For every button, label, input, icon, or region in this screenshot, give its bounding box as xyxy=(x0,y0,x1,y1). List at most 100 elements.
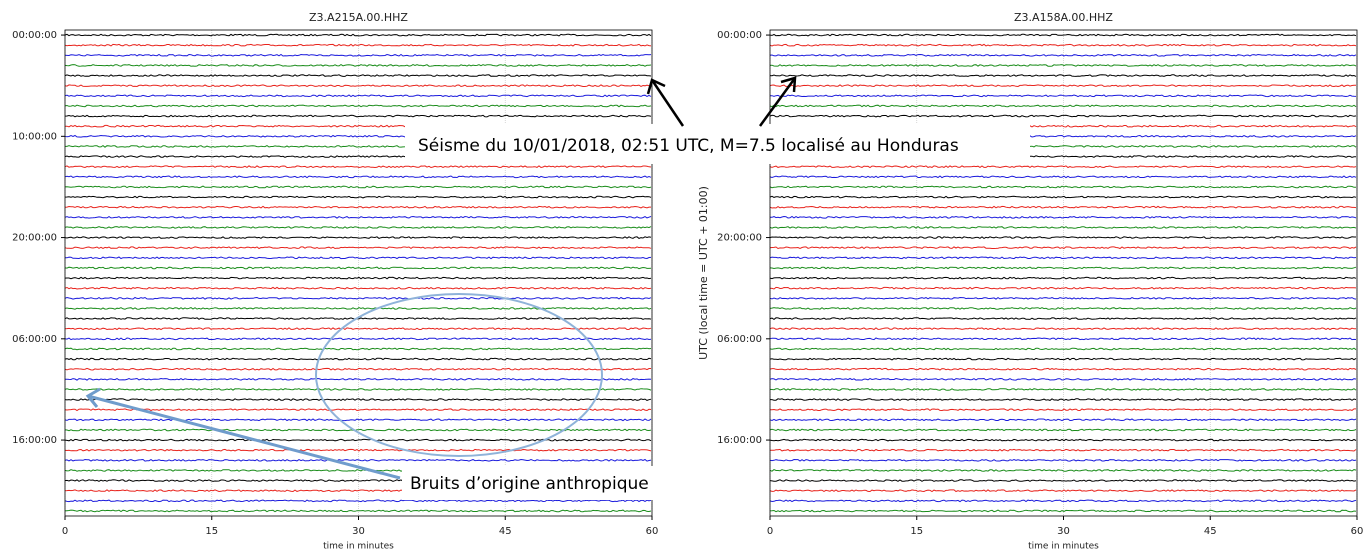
trace xyxy=(64,64,652,67)
plot-frame xyxy=(769,29,1358,517)
trace xyxy=(64,307,652,310)
trace xyxy=(769,479,1357,482)
trace xyxy=(769,377,1357,381)
x-tick-label: 30 xyxy=(1057,526,1070,537)
x-tick-label: 0 xyxy=(62,526,68,537)
trace xyxy=(64,428,652,432)
trace xyxy=(769,347,1357,351)
trace xyxy=(769,448,1357,452)
trace xyxy=(64,266,652,270)
trace xyxy=(769,286,1357,290)
trace xyxy=(64,438,652,442)
y-tick-label: 06:00:00 xyxy=(717,334,762,345)
trace xyxy=(64,347,652,351)
trace xyxy=(65,256,652,260)
trace xyxy=(64,458,652,462)
trace xyxy=(769,296,1357,300)
annotation-box xyxy=(402,466,715,500)
annotation: Bruits d’origine anthropique xyxy=(410,474,649,494)
trace xyxy=(64,53,652,57)
trace xyxy=(64,357,652,361)
trace xyxy=(64,114,652,118)
y-axis-label: UTC (local time = UTC + 01:00) xyxy=(697,186,710,360)
x-tick-label: 15 xyxy=(205,526,218,537)
x-tick-label: 60 xyxy=(646,526,659,537)
y-tick-label: 00:00:00 xyxy=(717,30,762,41)
arrow-head xyxy=(646,78,666,95)
trace xyxy=(64,408,652,412)
trace xyxy=(769,418,1357,422)
trace xyxy=(64,215,652,219)
arrow-head xyxy=(85,387,101,408)
y-tick-label: 16:00:00 xyxy=(717,435,762,446)
trace xyxy=(64,509,652,513)
trace xyxy=(64,337,652,341)
trace xyxy=(769,458,1357,462)
trace xyxy=(769,114,1357,118)
trace xyxy=(769,469,1357,472)
trace xyxy=(769,428,1357,432)
arrow xyxy=(650,79,685,127)
x-tick-label: 30 xyxy=(352,526,365,537)
trace xyxy=(769,175,1357,179)
trace xyxy=(769,408,1356,412)
charts: Z3.A215A.00.HHZ 0 15 30 45 60 00:00:00 10:00:00… xyxy=(12,11,1363,552)
arrow-head xyxy=(780,76,797,93)
chart-title: Z3.A158A.00.HHZ xyxy=(1014,11,1113,24)
ellipse xyxy=(315,293,603,457)
x-tick-label: 60 xyxy=(1351,526,1364,537)
trace xyxy=(769,509,1357,513)
trace xyxy=(64,236,652,240)
trace xyxy=(769,276,1357,280)
y-tick-label: 10:00:00 xyxy=(12,131,57,142)
trace xyxy=(769,327,1356,331)
trace xyxy=(770,215,1357,219)
trace xyxy=(64,367,651,371)
trace xyxy=(64,398,652,401)
trace xyxy=(64,499,652,503)
trace xyxy=(769,236,1356,239)
trace xyxy=(769,53,1357,57)
trace xyxy=(769,185,1357,189)
trace xyxy=(769,64,1357,67)
trace xyxy=(769,195,1357,199)
x-tick-label: 15 xyxy=(910,526,923,537)
trace xyxy=(769,367,1357,371)
arrows xyxy=(85,387,401,480)
trace xyxy=(64,175,652,179)
trace xyxy=(64,448,652,452)
trace xyxy=(769,388,1357,391)
trace xyxy=(64,185,652,189)
trace xyxy=(64,165,652,169)
trace xyxy=(769,104,1357,108)
plot-frame xyxy=(64,29,653,517)
y-tick-label: 06:00:00 xyxy=(12,334,57,345)
trace xyxy=(64,104,652,108)
trace xyxy=(64,226,652,229)
trace xyxy=(769,266,1357,270)
y-tick-label: 00:00:00 xyxy=(12,30,57,41)
trace xyxy=(769,43,1357,47)
trace xyxy=(769,246,1357,250)
trace xyxy=(769,33,1357,37)
x-tick-label: 45 xyxy=(499,526,512,537)
trace xyxy=(64,276,652,280)
trace xyxy=(769,307,1357,310)
trace xyxy=(64,43,652,47)
trace xyxy=(769,256,1357,260)
trace xyxy=(769,337,1357,341)
trace xyxy=(769,205,1357,209)
y-tick-label: 20:00:00 xyxy=(12,233,57,244)
trace xyxy=(64,84,652,88)
trace xyxy=(64,33,652,37)
trace xyxy=(64,296,652,300)
trace xyxy=(769,317,1357,321)
trace xyxy=(64,74,652,77)
chart: Z3.A158A.00.HHZ01530456000:00:0010:00:00… xyxy=(697,11,1363,552)
trace xyxy=(769,489,1357,493)
y-tick-label: 16:00:00 xyxy=(12,435,57,446)
arrows xyxy=(646,76,797,127)
x-tick-label: 0 xyxy=(767,526,773,537)
annotation: Séisme du 10/01/2018, 02:51 UTC, M=7.5 l… xyxy=(418,136,959,156)
